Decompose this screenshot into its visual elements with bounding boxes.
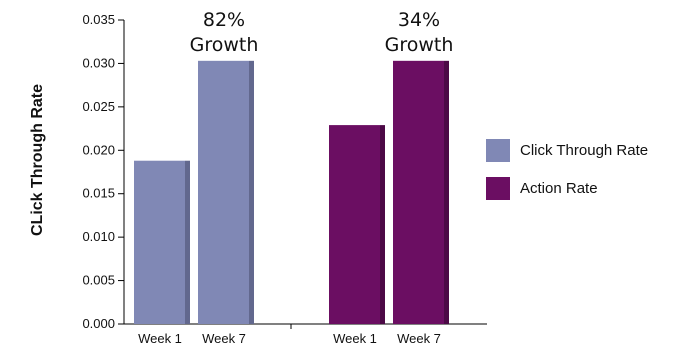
growth-annotation: Growth — [190, 34, 259, 56]
y-tick-label: 0.035 — [82, 12, 115, 27]
y-axis-label: CLick Through Rate — [29, 84, 46, 236]
x-tick-label: Week 7 — [202, 331, 246, 346]
y-tick-label: 0.005 — [82, 273, 115, 288]
bar-shade — [444, 60, 449, 325]
growth-annotation: Growth — [385, 34, 454, 56]
growth-annotation: 34% — [398, 9, 440, 31]
legend: Click Through Rate Action Rate — [486, 139, 648, 200]
legend-label: Action Rate — [520, 180, 598, 197]
legend-swatch — [486, 177, 510, 200]
bar — [329, 125, 380, 325]
bar — [198, 60, 249, 325]
legend-swatch — [486, 139, 510, 162]
category-labels: Week 1 Week 7 Week 1 Week 7 — [138, 331, 441, 346]
legend-label: Click Through Rate — [520, 142, 648, 159]
bars — [134, 60, 449, 325]
y-axis: 0.000 0.005 0.010 0.015 0.020 0.025 0.030 0.035 — [82, 12, 487, 331]
y-tick-label: 0.000 — [82, 316, 115, 331]
x-tick-label: Week 1 — [333, 331, 377, 346]
growth-annotation: 82% — [203, 9, 245, 31]
bar-shade — [249, 60, 254, 325]
bar — [134, 160, 185, 324]
bar-shade — [185, 160, 190, 324]
y-tick-label: 0.015 — [82, 186, 115, 201]
bar-shade — [380, 125, 385, 325]
x-tick-label: Week 1 — [138, 331, 182, 346]
y-tick-label: 0.020 — [82, 142, 115, 157]
bar — [393, 60, 444, 325]
y-tick-label: 0.010 — [82, 229, 115, 244]
y-tick-label: 0.030 — [82, 55, 115, 70]
x-tick-label: Week 7 — [397, 331, 441, 346]
annotations: 82% Growth 34% Growth — [190, 9, 454, 56]
y-tick-label: 0.025 — [82, 99, 115, 114]
